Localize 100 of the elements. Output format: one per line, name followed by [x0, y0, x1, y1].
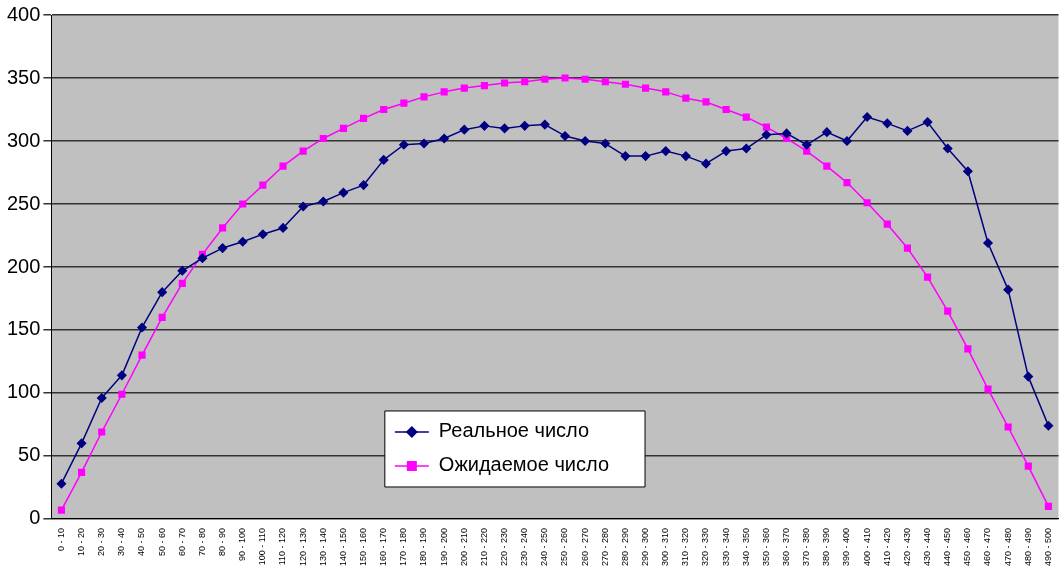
- point: [1044, 502, 1053, 510]
- x-tick-label: 400 - 410: [861, 527, 872, 566]
- x-tick-label: 430 - 440: [922, 527, 933, 566]
- point: [1024, 462, 1032, 470]
- point: [279, 162, 287, 170]
- point: [419, 138, 429, 149]
- point: [137, 322, 147, 333]
- x-tick-label: 300 - 310: [660, 527, 671, 566]
- point: [57, 506, 66, 514]
- point: [580, 136, 590, 146]
- x-tick-label: 220 - 230: [499, 527, 510, 566]
- x-tick-label: 120 - 130: [297, 527, 308, 566]
- point: [540, 119, 550, 130]
- x-tick-label: 30 - 40: [116, 527, 127, 556]
- x-tick-label: 240 - 250: [539, 527, 550, 566]
- point: [76, 438, 87, 449]
- x-tick-label: 60 - 70: [176, 527, 187, 556]
- point: [942, 143, 953, 154]
- point: [902, 126, 913, 136]
- x-tick-label: 170 - 180: [398, 527, 409, 566]
- point: [560, 131, 570, 141]
- x-tick-label: 150 - 160: [358, 527, 369, 566]
- x-tick-label: 340 - 350: [740, 527, 751, 566]
- point: [440, 88, 448, 96]
- point: [541, 75, 549, 83]
- x-tick-label: 190 - 200: [438, 527, 449, 566]
- point: [963, 166, 973, 176]
- point: [702, 98, 710, 106]
- point: [499, 123, 510, 134]
- x-tick-label: 470 - 480: [1002, 527, 1013, 566]
- point: [197, 253, 208, 263]
- point: [157, 287, 167, 297]
- point: [600, 138, 611, 149]
- point: [237, 237, 248, 247]
- point: [378, 155, 389, 165]
- point: [239, 200, 247, 208]
- x-tick-label: 10 - 20: [76, 527, 87, 556]
- x-tick-label: 320 - 330: [700, 527, 711, 566]
- y-tick-label: 150: [6, 317, 41, 340]
- point: [882, 118, 893, 129]
- point: [681, 151, 691, 161]
- point: [983, 238, 993, 248]
- point: [339, 124, 348, 132]
- x-tick-label: 270 - 280: [599, 527, 610, 566]
- point: [801, 140, 812, 150]
- point: [581, 75, 589, 83]
- point: [660, 146, 671, 156]
- point: [258, 229, 268, 239]
- point: [479, 121, 490, 131]
- x-tick-label: 420 - 430: [901, 527, 912, 566]
- point: [741, 143, 752, 154]
- legend-label: Реальное число: [438, 419, 590, 442]
- point: [924, 273, 932, 281]
- point: [742, 113, 750, 121]
- x-tick-label: 20 - 30: [96, 527, 107, 556]
- point: [1003, 284, 1013, 295]
- x-tick-label: 40 - 50: [136, 527, 147, 556]
- point: [56, 478, 67, 489]
- x-tick-label: 380 - 390: [821, 527, 832, 566]
- x-tick-label: 480 - 490: [1022, 527, 1033, 566]
- point: [400, 99, 408, 107]
- x-tick-label: 260 - 270: [579, 527, 590, 566]
- point: [922, 117, 933, 127]
- point: [964, 345, 972, 353]
- point: [883, 220, 891, 228]
- y-tick-label: 350: [6, 65, 41, 88]
- x-tick-label: 200 - 210: [458, 527, 469, 566]
- point: [138, 351, 146, 359]
- point: [721, 146, 731, 156]
- point: [501, 79, 509, 87]
- point: [399, 140, 409, 150]
- point: [177, 266, 188, 276]
- point: [803, 147, 811, 155]
- x-tick-label: 390 - 400: [841, 527, 852, 566]
- x-tick-label: 350 - 360: [760, 527, 771, 566]
- point: [662, 88, 670, 96]
- point: [842, 136, 852, 146]
- x-tick-label: 100 - 110: [257, 527, 268, 566]
- point: [519, 121, 530, 131]
- point: [561, 74, 569, 82]
- point: [217, 243, 228, 253]
- point: [1023, 371, 1034, 382]
- x-tick-label: 250 - 260: [559, 527, 570, 566]
- x-tick-label: 360 - 370: [781, 527, 792, 566]
- point: [761, 129, 772, 140]
- x-tick-label: 140 - 150: [337, 527, 348, 566]
- point: [762, 123, 771, 131]
- point: [78, 468, 86, 476]
- point: [480, 81, 489, 90]
- point: [98, 428, 106, 436]
- x-tick-label: 460 - 470: [982, 527, 993, 566]
- point: [278, 223, 288, 233]
- x-tick-label: 90 - 100: [237, 527, 248, 561]
- y-tick-label: 100: [6, 380, 41, 403]
- point: [781, 128, 792, 139]
- point: [358, 180, 369, 190]
- point: [439, 133, 449, 144]
- y-tick-label: 300: [6, 128, 41, 151]
- point: [338, 187, 349, 198]
- point: [117, 370, 127, 381]
